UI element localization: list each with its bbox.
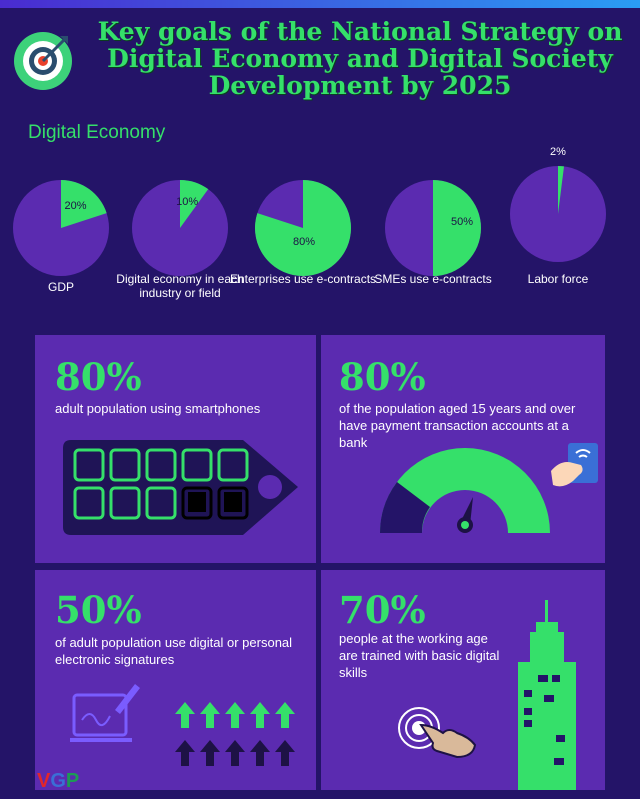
pie-label: Digital economy in each industry or fiel… — [116, 272, 244, 300]
stat-description: of the population aged 15 years and over… — [339, 401, 576, 450]
phone-icon — [109, 448, 141, 482]
up-arrow-icon — [200, 702, 220, 728]
section-title: Digital Economy — [28, 122, 166, 143]
top-bar — [0, 0, 640, 8]
pie-0 — [13, 180, 109, 280]
smartphones-icon — [63, 440, 303, 539]
pie-value-label: 2% — [550, 146, 566, 158]
stat-percent: 80% — [55, 355, 142, 399]
pie-1 — [132, 180, 228, 280]
up-arrow-icon — [225, 740, 245, 766]
pie-slice — [255, 180, 351, 276]
pie-2 — [255, 180, 351, 280]
phone-icon — [145, 448, 177, 482]
pie-label: GDP — [47, 280, 74, 294]
up-arrow-icon — [225, 702, 245, 728]
page-title: Key goals of the National Strategy on Di… — [97, 17, 623, 100]
pie-value-label: 50% — [451, 216, 474, 228]
hand-touch-icon — [391, 695, 481, 764]
phone-icon — [145, 486, 177, 520]
vgp-logo: VGP — [37, 770, 80, 792]
gauge-icon — [378, 445, 553, 539]
stat-percent: 70% — [339, 588, 426, 632]
up-arrow-icon — [250, 702, 270, 728]
phone-icon — [181, 486, 213, 520]
pie-label: Labor force — [527, 272, 589, 286]
stat-description: people at the working age are trained wi… — [339, 631, 500, 680]
pie-label: Enterprises use e-contracts — [229, 272, 377, 286]
pie-4 — [510, 166, 606, 266]
phone-icon — [73, 486, 105, 520]
up-arrow-icon — [200, 740, 220, 766]
stat-panel-bank-accounts: 80% of the population aged 15 years and … — [321, 335, 605, 563]
stat-description: adult population using smartphones — [55, 401, 261, 416]
tablet-pen-icon — [70, 680, 140, 754]
pie-slice — [180, 180, 209, 228]
pie-value-label: 80% — [293, 236, 316, 248]
pie-3 — [385, 180, 481, 280]
phone-icon — [217, 486, 249, 520]
pie-slice — [61, 180, 107, 228]
target-icon — [14, 32, 72, 90]
up-arrow-icon — [250, 740, 270, 766]
stat-panel-signatures: 50% of adult population use digital or p… — [35, 570, 316, 790]
stat-panel-smartphones: 80% adult population using smartphones — [35, 335, 316, 563]
stat-description: of adult population use digital or perso… — [55, 635, 293, 667]
up-arrow-icon — [275, 702, 295, 728]
up-arrow-icon — [175, 702, 195, 728]
pie-label: SMEs use e-contracts — [374, 272, 492, 286]
stat-percent: 50% — [55, 588, 142, 632]
card-hand-icon — [546, 443, 604, 497]
phone-icon — [217, 448, 249, 482]
pie-value-label: 10% — [176, 195, 199, 208]
arrows-icon — [175, 702, 300, 791]
phone-icon — [73, 448, 105, 482]
phone-icon — [109, 486, 141, 520]
pie-slice — [433, 180, 481, 276]
pie-slice — [558, 166, 565, 214]
stat-panel-digital-skills: 70% people at the working age are traine… — [321, 570, 605, 790]
up-arrow-icon — [175, 740, 195, 766]
building-icon — [516, 600, 578, 794]
pie-value-label: 20% — [64, 199, 87, 212]
phone-icon — [181, 448, 213, 482]
stat-percent: 80% — [339, 355, 426, 399]
up-arrow-icon — [275, 740, 295, 766]
